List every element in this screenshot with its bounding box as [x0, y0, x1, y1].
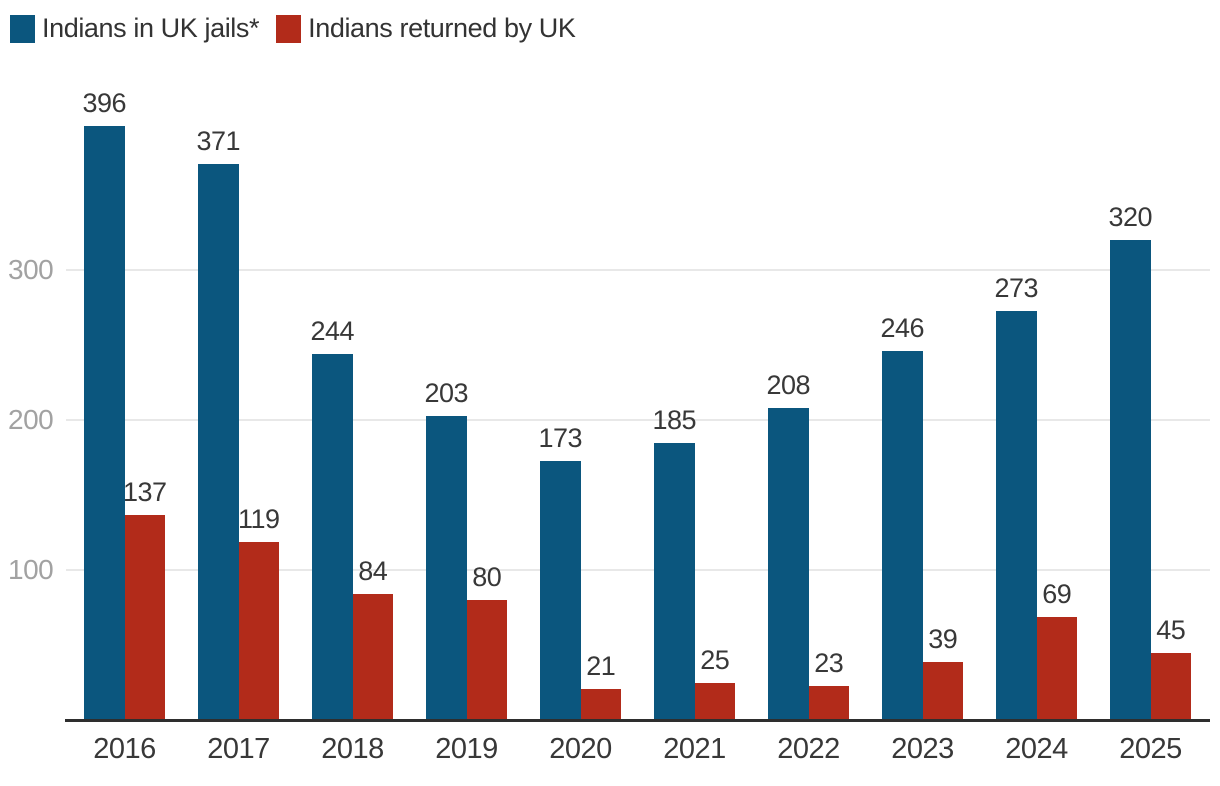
bar-value-label: 39 — [928, 623, 958, 654]
bar-returned-2021 — [694, 682, 735, 720]
x-axis-line — [65, 719, 1210, 722]
x-axis-category-label: 2019 — [435, 733, 498, 765]
bar-returned-2019 — [466, 600, 507, 720]
bar-jails-2024 — [996, 310, 1037, 720]
legend-item: Indians returned by UK — [276, 13, 576, 44]
bar-value-label: 185 — [652, 404, 697, 435]
bar-jails-2018 — [312, 354, 353, 720]
bar-value-label: 137 — [122, 476, 167, 507]
bar-value-label: 208 — [766, 370, 811, 400]
x-axis-category-label: 2020 — [549, 733, 612, 765]
x-axis-category-label: 2017 — [207, 733, 270, 765]
bar-value-label: 80 — [472, 562, 502, 592]
bar-jails-2019 — [426, 415, 467, 720]
bar-value-label: 173 — [538, 422, 583, 453]
bar-value-label: 273 — [994, 272, 1039, 303]
bar-value-label: 119 — [237, 503, 280, 534]
x-axis-category-label: 2023 — [891, 733, 954, 765]
bar-returned-2023 — [922, 661, 963, 720]
legend-item-label: Indians returned by UK — [308, 13, 576, 43]
y-axis-tick-label: 100 — [8, 554, 54, 585]
bar-jails-2021 — [654, 442, 695, 720]
y-axis-tick-label: 300 — [8, 254, 54, 285]
gridline-200 — [66, 419, 1210, 421]
bar-value-label: 84 — [358, 556, 388, 586]
bar-jails-2020 — [540, 460, 581, 720]
bar-value-label: 23 — [814, 647, 844, 678]
bar-jails-2017 — [198, 163, 239, 720]
x-axis-category-label: 2016 — [93, 733, 156, 765]
y-axis-tick-label: 200 — [8, 404, 54, 435]
bar-jails-2016 — [84, 126, 125, 720]
bar-value-label: 203 — [424, 377, 469, 408]
x-axis-category-label: 2018 — [321, 733, 384, 765]
legend-swatch-icon — [10, 14, 35, 43]
bar-returned-2016 — [124, 514, 165, 720]
gridline-300 — [66, 269, 1210, 271]
x-axis-category-label: 2025 — [1119, 733, 1182, 765]
bar-jails-2025 — [1110, 240, 1151, 720]
bar-returned-2020 — [580, 688, 621, 720]
bar-value-label: 69 — [1042, 578, 1072, 609]
x-axis-category-label: 2022 — [777, 733, 840, 765]
legend: Indians in UK jails* Indians returned by … — [10, 13, 576, 44]
bar-returned-2022 — [808, 685, 849, 720]
bar-value-label: 246 — [880, 313, 925, 343]
bar-jails-2022 — [768, 408, 809, 720]
bar-value-label: 21 — [586, 650, 616, 681]
bar-jails-2023 — [882, 351, 923, 720]
bar-value-label: 25 — [700, 644, 730, 675]
bar-returned-2025 — [1150, 652, 1191, 720]
gridline-100 — [66, 569, 1210, 571]
bar-returned-2018 — [352, 594, 393, 720]
x-axis-category-label: 2024 — [1005, 733, 1068, 765]
bar-value-label: 320 — [1108, 202, 1153, 232]
legend-swatch-icon — [276, 14, 302, 43]
bar-value-label: 371 — [196, 125, 241, 156]
bar-returned-2017 — [238, 541, 279, 720]
x-axis-category-label: 2021 — [663, 733, 726, 765]
bar-value-label: 396 — [82, 88, 127, 118]
bar-value-label: 244 — [310, 316, 355, 346]
bar-value-label: 45 — [1156, 614, 1186, 645]
bar-returned-2024 — [1036, 616, 1077, 720]
legend-item: Indians in UK jails* — [10, 13, 260, 44]
legend-item-label: Indians in UK jails* — [42, 13, 260, 43]
